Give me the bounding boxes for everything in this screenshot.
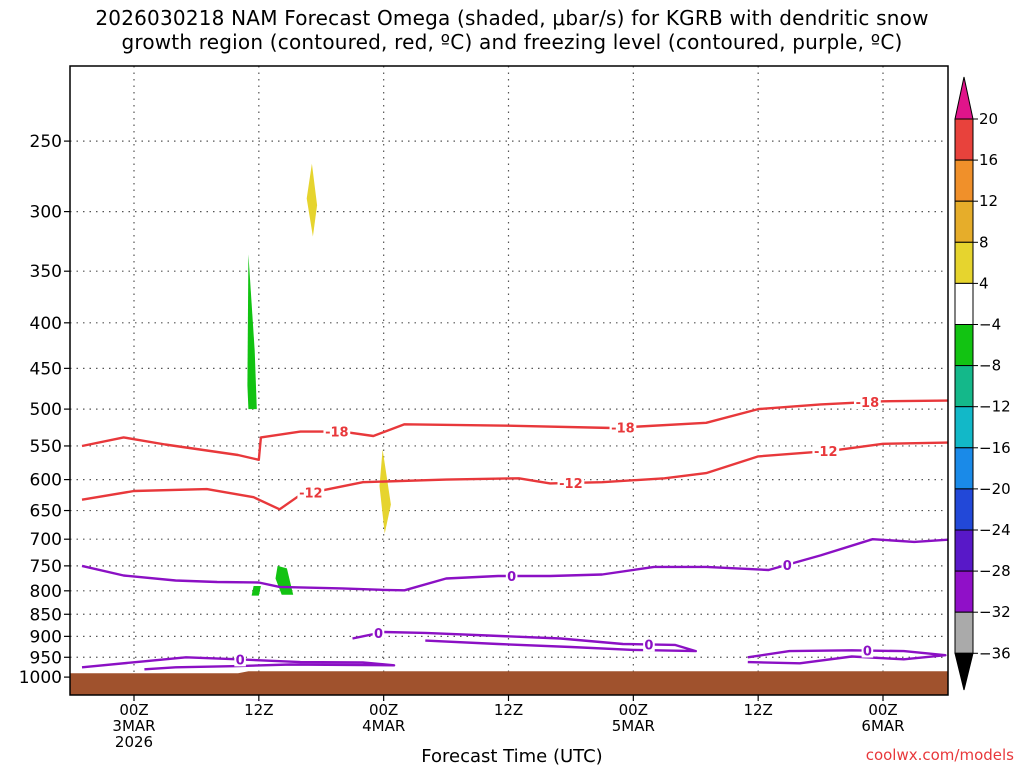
- x-tick-label-24-1: 4MAR: [362, 717, 405, 735]
- x-axis-title: Forecast Time (UTC): [421, 746, 603, 767]
- colorbar-cell-8: [954, 406, 974, 449]
- freezing-contour-label-2-1: 0: [644, 638, 653, 653]
- colorbar-cell-3: [954, 200, 974, 243]
- dgz-contour-label-0-0: -18: [325, 426, 349, 441]
- colorbar-cell-10: [954, 488, 974, 531]
- colorbar-cell-12: [954, 570, 974, 613]
- chart-title: 2026030218 NAM Forecast Omega (shaded, μ…: [0, 6, 1024, 54]
- x-tick-label-12-0: 12Z: [244, 701, 273, 719]
- colorbar-cell-11: [954, 529, 974, 572]
- colorbar-cell-6: [954, 324, 974, 367]
- y-tick-label-600: 600: [30, 471, 62, 491]
- plot-frame: [69, 65, 949, 696]
- freezing-contour-label-0-1: 0: [783, 559, 792, 574]
- y-tick-label-450: 450: [30, 359, 62, 379]
- colorbar-label-0: 20: [979, 110, 998, 128]
- y-tick-label-550: 550: [30, 437, 62, 457]
- freezing-contour-line-3: [747, 649, 947, 665]
- credit-link[interactable]: coolwx.com/models: [865, 746, 1014, 764]
- y-tick-label-750: 750: [30, 557, 62, 577]
- x-tick-label-72-1: 6MAR: [861, 717, 904, 735]
- colorbar-label-9: −20: [979, 480, 1011, 498]
- x-tick-label-48-0: 00Z: [619, 701, 648, 719]
- x-tick-label-72-0: 00Z: [868, 701, 897, 719]
- y-tick-label-350: 350: [30, 262, 62, 282]
- omega-region-2: [379, 449, 391, 534]
- freezing-contour-line-0: [81, 538, 948, 592]
- chart-title-line1: 2026030218 NAM Forecast Omega (shaded, μ…: [95, 6, 929, 30]
- freezing-contour-label-bg-3-0: [861, 643, 874, 658]
- dgz-contour-label-bg-1-1: [557, 475, 585, 490]
- dgz-contour-label-bg-0-1: [609, 420, 637, 435]
- dgz-contour-label-1-0: -12: [299, 487, 323, 502]
- colorbar-label-8: −16: [979, 439, 1011, 457]
- x-tick-label-48-1: 5MAR: [612, 717, 655, 735]
- x-tick-label-36-0: 12Z: [494, 701, 523, 719]
- dgz-contour-label-bg-0-0: [323, 424, 351, 439]
- colorbar-cell-2: [954, 159, 974, 202]
- freezing-contour-label-0-0: 0: [507, 570, 516, 585]
- dgz-contour-line-0: [81, 399, 948, 461]
- y-tick-label-950: 950: [30, 648, 62, 668]
- omega-region-4: [251, 586, 261, 596]
- x-tick-label-24-0: 00Z: [369, 701, 398, 719]
- omega-region-0: [247, 254, 257, 410]
- chart-title-line2: growth region (contoured, red, ºC) and f…: [121, 30, 903, 54]
- freezing-contour-line-1: [81, 656, 396, 671]
- colorbar-label-5: −4: [979, 316, 1001, 334]
- freezing-contour-label-3-0: 0: [863, 645, 872, 660]
- freezing-contour-label-2-0: 0: [374, 627, 383, 642]
- y-tick-label-900: 900: [30, 627, 62, 647]
- dgz-contour-line-1: [81, 441, 948, 511]
- colorbar-bottom-arrow: [954, 652, 974, 691]
- colorbar-cell-5: [954, 282, 974, 325]
- freezing-contour-label-bg-0-0: [505, 569, 518, 584]
- dgz-contour-label-bg-0-2: [853, 395, 881, 410]
- colorbar-label-6: −8: [979, 357, 1001, 375]
- colorbar-cell-9: [954, 447, 974, 490]
- omega-region-1: [306, 163, 318, 237]
- colorbar-top-arrow: [954, 76, 974, 120]
- dgz-contour-label-bg-1-2: [812, 444, 840, 459]
- freezing-contour-label-bg-1-0: [234, 652, 246, 667]
- colorbar-cell-1: [954, 118, 974, 161]
- plot-area: -18 -18 -18 -12 -12 -12 0 0 0 0 0 0: [70, 66, 948, 695]
- colorbar-label-1: 16: [979, 151, 998, 169]
- colorbar-label-4: 4: [979, 274, 989, 292]
- y-tick-label-500: 500: [30, 400, 62, 420]
- colorbar-label-12: −32: [979, 603, 1011, 621]
- y-tick-label-700: 700: [30, 530, 62, 550]
- y-tick-label-250: 250: [30, 132, 62, 152]
- colorbar-cell-13: [954, 611, 974, 654]
- colorbar-label-3: 8: [979, 233, 989, 251]
- y-tick-label-300: 300: [30, 203, 62, 223]
- y-tick-label-400: 400: [30, 314, 62, 334]
- dgz-contour-label-1-2: -12: [814, 445, 838, 460]
- dgz-contour-label-0-1: -18: [611, 421, 635, 436]
- colorbar-cell-4: [954, 241, 974, 284]
- colorbar-label-2: 12: [979, 192, 998, 210]
- freezing-contour-label-1-0: 0: [236, 653, 245, 668]
- dgz-contour-label-0-2: -18: [856, 396, 880, 411]
- freezing-contour-label-bg-2-1: [643, 637, 655, 652]
- freezing-contour-label-bg-0-1: [781, 557, 794, 572]
- dgz-contour-label-1-1: -12: [559, 477, 583, 492]
- freezing-contour-label-bg-2-0: [372, 626, 385, 641]
- y-tick-label-1000: 1000: [19, 668, 62, 688]
- colorbar-cell-7: [954, 365, 974, 408]
- colorbar-label-7: −12: [979, 398, 1011, 416]
- x-tick-label-0-0: 00Z: [119, 701, 148, 719]
- ground-surface: [70, 671, 948, 695]
- dgz-contour-label-bg-1-0: [297, 485, 325, 500]
- y-tick-label-650: 650: [30, 502, 62, 522]
- x-tick-label-60-0: 12Z: [743, 701, 772, 719]
- colorbar-label-10: −24: [979, 521, 1011, 539]
- colorbar-label-13: −36: [979, 644, 1011, 662]
- y-tick-label-800: 800: [30, 582, 62, 602]
- x-tick-label-0-1: 3MAR: [112, 717, 155, 735]
- y-tick-label-850: 850: [30, 605, 62, 625]
- colorbar-label-11: −28: [979, 562, 1011, 580]
- x-tick-label-0-2: 2026: [115, 733, 153, 751]
